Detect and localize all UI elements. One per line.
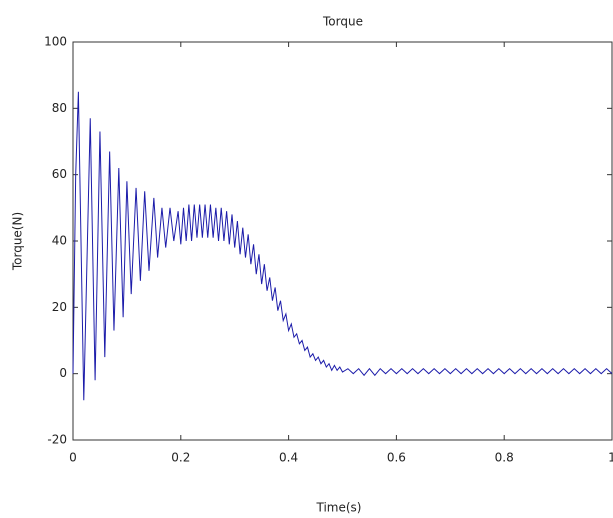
y-tick-label: 100 [44,35,67,49]
x-tick-label: 0.8 [495,451,514,465]
chart-title: Torque [322,15,363,29]
x-tick-label: 1 [608,451,613,465]
y-tick-label: 40 [52,234,67,248]
y-tick-label: -20 [47,433,67,447]
x-tick-label: 0 [69,451,77,465]
torque-line [72,91,613,401]
x-tick-label: 0.6 [387,451,406,465]
y-tick-label: 20 [52,300,67,314]
plot-frame [72,41,613,441]
y-tick-label: 60 [52,167,67,181]
x-tick-label: 0.4 [279,451,298,465]
x-tick-label: 0.2 [171,451,190,465]
y-tick-label: 0 [59,366,67,380]
y-axis-label: Torque(N) [11,212,25,271]
x-axis-label: Time(s) [316,501,362,515]
y-tick-label: 80 [52,101,67,115]
